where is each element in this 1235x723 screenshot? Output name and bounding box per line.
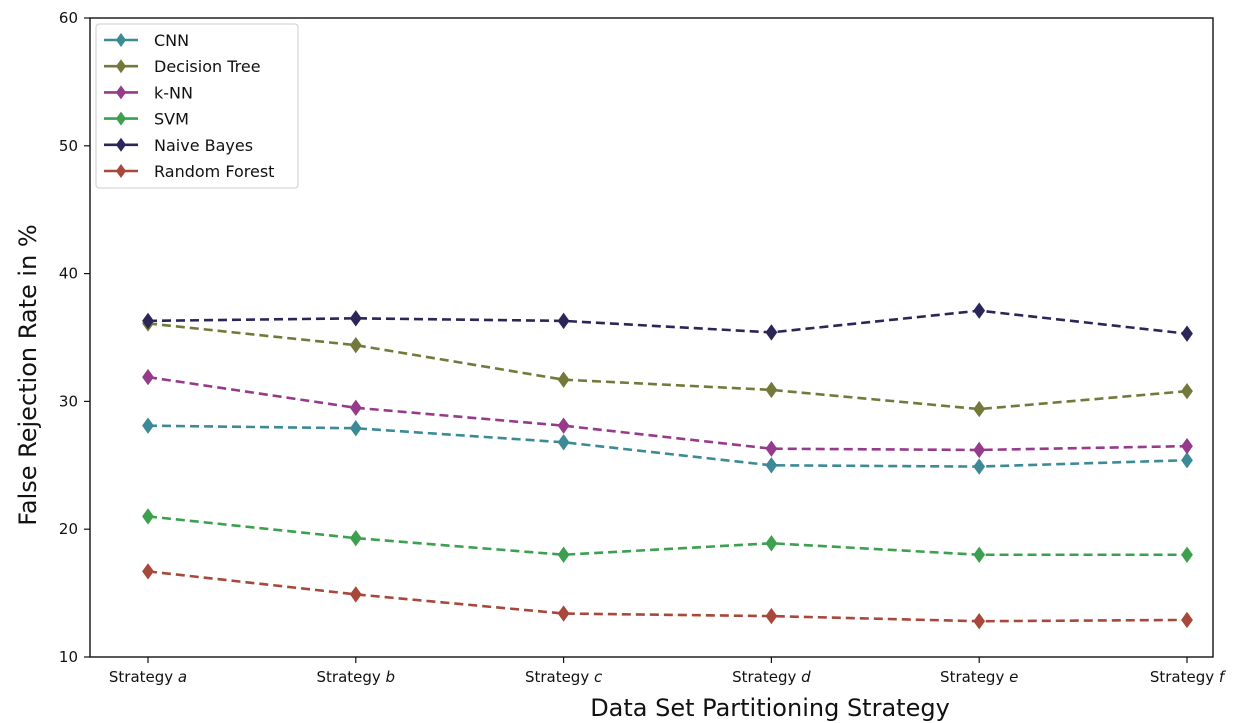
data-point (349, 586, 362, 603)
y-tick-label: 30 (59, 392, 78, 410)
series-line (147, 570, 1188, 623)
x-tick-label: Strategy e (940, 668, 1018, 686)
legend-item: Naive Bayes (104, 136, 253, 155)
data-point (765, 535, 778, 552)
data-point (557, 605, 570, 622)
data-point (765, 381, 778, 399)
legend-label: Decision Tree (154, 57, 261, 76)
x-tick-label: Strategy f (1150, 668, 1227, 686)
data-point (349, 529, 362, 547)
data-point (557, 546, 570, 563)
x-tick-label: Strategy d (732, 668, 811, 686)
data-point (142, 417, 154, 434)
y-axis: 10 20 30 40 50 60 (59, 9, 90, 666)
y-tick-label: 20 (59, 520, 78, 538)
data-point (349, 310, 362, 327)
series-line (147, 424, 1188, 468)
legend-label: Naive Bayes (154, 136, 253, 155)
data-point (142, 508, 154, 525)
x-axis: Strategy a Strategy b Strategy c Strategy d… (109, 657, 1227, 686)
data-point (349, 399, 362, 416)
y-tick-label: 50 (59, 137, 78, 155)
legend: CNN Decision Tree k-NN SVM Naive Bayes Random… (95, 23, 299, 189)
legend-marker (115, 111, 127, 126)
data-point (1181, 382, 1193, 400)
data-point (349, 420, 362, 437)
data-point (142, 563, 154, 580)
data-point (1181, 437, 1193, 455)
legend-box (95, 23, 299, 189)
data-point (765, 607, 778, 625)
legend-marker (115, 59, 127, 74)
plot-frame (89, 17, 1214, 658)
legend-item: SVM (104, 110, 189, 129)
data-point (142, 312, 154, 330)
data-point (973, 458, 986, 475)
series-line (147, 309, 1188, 335)
y-tick-label: 60 (59, 9, 78, 27)
legend-item: k-NN (104, 83, 193, 102)
series-random-forest (142, 563, 1193, 630)
x-tick-label: Strategy b (317, 668, 396, 686)
series-svm (142, 508, 1193, 563)
data-point (765, 457, 778, 474)
plot-border (89, 17, 1214, 658)
series-k-nn (142, 368, 1193, 459)
data-point (973, 546, 986, 563)
y-tick-label: 40 (59, 265, 78, 283)
legend-item: Random Forest (104, 162, 274, 181)
y-axis-label: False Rejection Rate in % (14, 224, 42, 525)
data-point (557, 417, 570, 434)
legend-marker (115, 164, 127, 178)
data-point (1181, 546, 1193, 563)
data-point (349, 336, 362, 354)
x-tick-label: Strategy c (525, 668, 603, 686)
data-point (557, 434, 570, 451)
series-naive-bayes (142, 302, 1193, 342)
data-point (973, 441, 986, 459)
x-axis-label: Data Set Partitioning Strategy (590, 694, 950, 722)
data-point (765, 440, 778, 457)
data-point (1181, 611, 1193, 629)
data-point (1181, 452, 1193, 469)
series-line (147, 322, 1188, 411)
data-point (142, 368, 154, 386)
legend-label: k-NN (154, 83, 193, 102)
data-point (1181, 325, 1193, 342)
legend-marker (115, 33, 127, 47)
data-point (557, 371, 570, 388)
data-point (973, 302, 986, 319)
data-point (557, 312, 570, 330)
data-point (973, 613, 986, 630)
data-point (765, 324, 778, 341)
legend-item: CNN (104, 31, 189, 50)
y-tick-label: 10 (59, 648, 78, 666)
series-decision-tree (142, 315, 1193, 418)
series-line (147, 515, 1187, 557)
legend-marker (115, 85, 127, 100)
legend-label: Random Forest (154, 162, 274, 181)
series-cnn (142, 417, 1193, 475)
legend-label: SVM (154, 110, 189, 129)
legend-item: Decision Tree (104, 57, 261, 76)
data-point (973, 400, 986, 418)
legend-label: CNN (154, 31, 189, 50)
series-line (147, 375, 1188, 452)
series-layer (142, 302, 1193, 630)
legend-marker (115, 137, 127, 152)
x-tick-label: Strategy a (109, 668, 187, 686)
